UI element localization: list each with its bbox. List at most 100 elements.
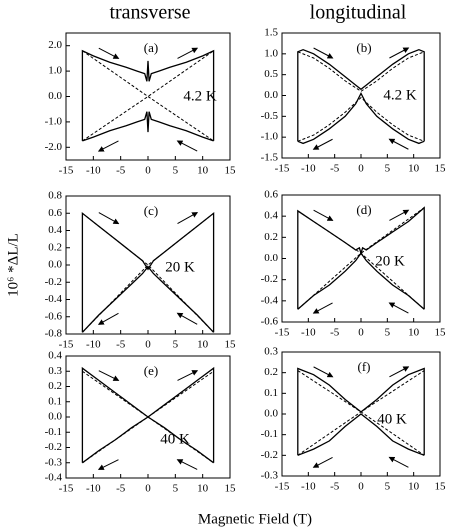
solid-curve xyxy=(297,413,425,456)
y-tick-label: -0.2 xyxy=(261,273,278,285)
y-tick-label: -0.1 xyxy=(45,426,62,438)
x-tick-label: 0 xyxy=(358,481,364,493)
x-tick-label: 15 xyxy=(225,483,237,495)
y-tick-label: 1.5 xyxy=(264,27,278,39)
sweep-arrow xyxy=(388,456,409,468)
x-tick-label: -15 xyxy=(275,163,290,175)
y-tick-label: 0.4 xyxy=(48,224,62,236)
sweep-arrow xyxy=(389,366,410,378)
x-tick-label: -5 xyxy=(330,327,340,339)
x-tick-label: -15 xyxy=(275,327,290,339)
temperature-label: 20 K xyxy=(375,253,405,269)
x-tick-label: 10 xyxy=(408,481,420,493)
x-tick-label: -10 xyxy=(301,481,316,493)
sweep-arrow xyxy=(177,47,199,59)
sweep-arrow xyxy=(98,47,120,59)
x-tick-label: 5 xyxy=(385,327,391,339)
sweep-arrow xyxy=(389,209,410,221)
panel-label: (f) xyxy=(358,359,371,374)
y-tick-label: -1.5 xyxy=(261,152,279,164)
y-tick-label: 2.0 xyxy=(48,39,62,51)
sweep-arrow xyxy=(176,312,198,325)
temperature-label: 40 K xyxy=(160,431,190,447)
x-tick-label: 5 xyxy=(385,163,391,175)
dashed-curve xyxy=(297,370,425,456)
x-tick-label: -15 xyxy=(59,165,74,177)
panel-label: (a) xyxy=(144,40,158,55)
y-tick-label: 0.0 xyxy=(264,252,278,264)
y-tick-label: 0.3 xyxy=(48,365,62,377)
x-tick-label: 0 xyxy=(358,163,364,175)
y-tick-label: -0.4 xyxy=(45,293,63,305)
x-tick-label: 15 xyxy=(435,327,447,339)
panel-label: (e) xyxy=(144,363,158,378)
sweep-arrow xyxy=(97,459,119,470)
x-tick-label: -10 xyxy=(301,327,316,339)
x-tick-label: 5 xyxy=(173,483,179,495)
solid-curve xyxy=(297,252,425,310)
x-tick-label: 0 xyxy=(145,165,151,177)
x-tick-label: -15 xyxy=(59,483,74,495)
y-tick-label: -0.2 xyxy=(261,449,278,461)
y-axis-label: 10⁶ *ΔL/L xyxy=(5,233,21,297)
x-tick-label: -15 xyxy=(59,339,74,351)
solid-curve xyxy=(297,91,425,145)
x-tick-label: 0 xyxy=(145,483,151,495)
x-tick-label: 10 xyxy=(197,165,209,177)
x-tick-label: -5 xyxy=(330,163,340,175)
x-tick-label: -5 xyxy=(116,483,126,495)
y-tick-label: -0.3 xyxy=(45,456,63,468)
dashed-curve xyxy=(82,212,214,333)
x-tick-label: 5 xyxy=(173,165,179,177)
y-tick-label: 0.0 xyxy=(264,89,278,101)
y-tick-label: -0.6 xyxy=(45,310,63,322)
y-tick-label: -0.1 xyxy=(261,428,278,440)
x-tick-label: -15 xyxy=(275,481,290,493)
y-tick-label: 0.0 xyxy=(264,408,278,420)
y-tick-label: 0.5 xyxy=(264,68,278,80)
y-tick-label: -0.4 xyxy=(261,294,279,306)
sweep-arrow xyxy=(389,47,410,59)
y-tick-label: -1.0 xyxy=(45,115,63,127)
dashed-curve xyxy=(297,207,425,310)
y-tick-label: -0.5 xyxy=(261,110,279,122)
x-tick-label: -10 xyxy=(86,339,101,351)
y-tick-label: 0.0 xyxy=(48,411,62,423)
x-tick-label: -10 xyxy=(86,165,101,177)
y-tick-label: 0.2 xyxy=(264,231,278,243)
y-tick-label: 0.0 xyxy=(48,259,62,271)
dashed-curve xyxy=(82,50,214,142)
y-tick-label: 0.4 xyxy=(264,210,278,222)
x-tick-label: 0 xyxy=(145,339,151,351)
sweep-arrow xyxy=(312,456,333,468)
solid-curve xyxy=(82,111,214,142)
dashed-curve xyxy=(82,370,214,464)
sweep-arrow xyxy=(312,302,333,314)
panel-label: (d) xyxy=(356,202,371,217)
temperature-label: 40 K xyxy=(377,411,407,427)
y-tick-label: 0.1 xyxy=(264,387,278,399)
dashed-curve xyxy=(297,96,425,142)
x-tick-label: 0 xyxy=(358,327,364,339)
sweep-arrow xyxy=(313,209,334,221)
dashed-curve xyxy=(297,210,425,310)
y-tick-label: -0.8 xyxy=(45,328,63,340)
x-tick-label: -5 xyxy=(116,339,126,351)
temperature-label: 4.2 K xyxy=(383,87,417,103)
x-tick-label: 10 xyxy=(408,327,420,339)
y-tick-label: 0.6 xyxy=(264,189,278,201)
dashed-curve xyxy=(297,51,425,92)
sweep-arrow xyxy=(98,212,120,225)
y-tick-label: -1.0 xyxy=(261,131,279,143)
y-tick-label: 0.4 xyxy=(48,350,62,362)
solid-curve xyxy=(82,416,214,464)
y-tick-label: -0.6 xyxy=(261,316,279,328)
panel-label: (b) xyxy=(356,40,371,55)
sweep-arrow xyxy=(388,302,409,314)
dashed-curve xyxy=(82,370,214,464)
solid-curve xyxy=(81,265,215,333)
y-tick-label: 1.0 xyxy=(264,47,278,59)
sweep-arrow xyxy=(177,212,199,225)
x-tick-label: -5 xyxy=(116,165,126,177)
